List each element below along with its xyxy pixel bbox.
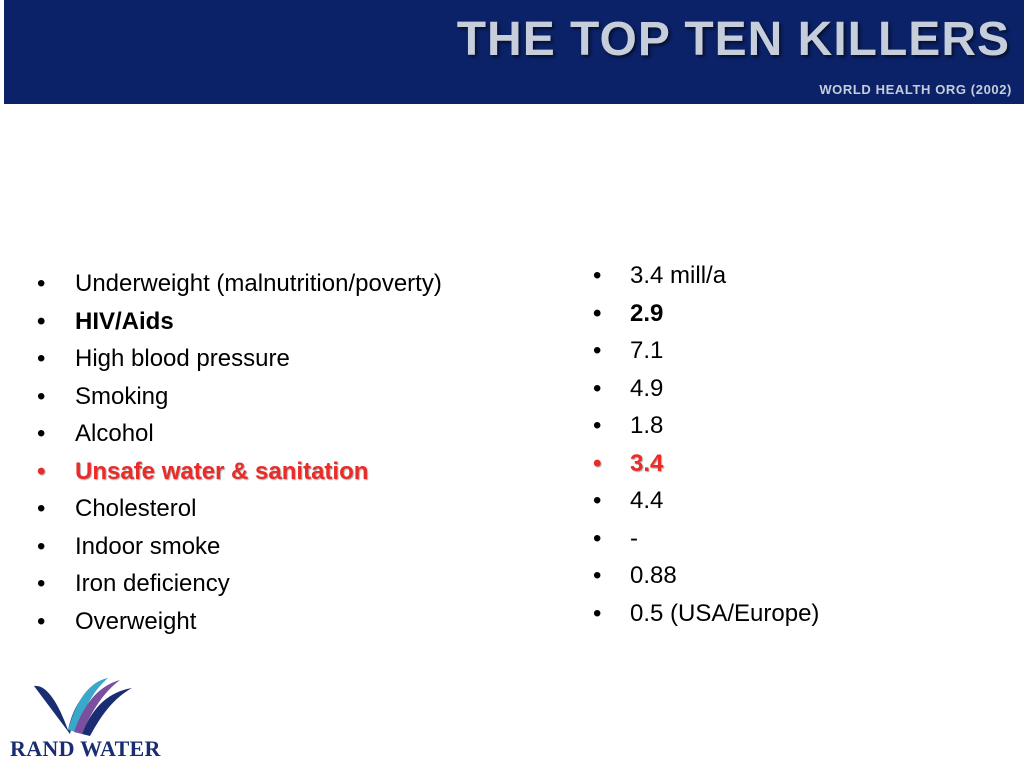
killer-label: Cholesterol bbox=[75, 495, 197, 522]
bullet: • bbox=[593, 599, 602, 627]
logo-text: RAND WATER bbox=[10, 736, 161, 761]
bullet: • bbox=[37, 420, 46, 447]
death-value: 4.9 bbox=[630, 374, 664, 402]
death-value: 0.88 bbox=[630, 562, 677, 589]
bullet: • bbox=[593, 262, 602, 289]
death-value: - bbox=[630, 524, 638, 552]
death-value-item: • 3.4 bbox=[590, 445, 819, 483]
killer-item: • Iron deficiency bbox=[34, 565, 442, 603]
killer-label: Smoking bbox=[75, 382, 169, 410]
bullet: • bbox=[593, 374, 602, 402]
death-value-item: • 2.9 bbox=[590, 295, 819, 333]
killer-label: Unsafe water & sanitation bbox=[75, 457, 369, 485]
bullet: • bbox=[37, 495, 46, 522]
death-value-item: • 4.4 bbox=[590, 482, 819, 520]
killer-label: Overweight bbox=[75, 607, 197, 635]
death-value: 2.9 bbox=[630, 299, 664, 327]
death-value: 3.4 mill/a bbox=[630, 262, 727, 289]
death-value: 3.4 bbox=[630, 449, 664, 477]
killer-item: • Smoking bbox=[34, 378, 442, 416]
slide-subtitle: WORLD HEALTH ORG (2002) bbox=[819, 82, 1012, 97]
death-value: 4.4 bbox=[630, 487, 664, 514]
death-value: 0.5 (USA/Europe) bbox=[630, 599, 820, 627]
bullet: • bbox=[593, 449, 602, 477]
title-banner: THE TOP TEN KILLERS WORLD HEALTH ORG (20… bbox=[4, 0, 1024, 104]
killer-label: Indoor smoke bbox=[75, 532, 221, 560]
bullet: • bbox=[593, 487, 602, 514]
death-value: 7.1 bbox=[630, 337, 664, 364]
killer-item: • Alcohol bbox=[34, 415, 442, 453]
bullet: • bbox=[37, 382, 46, 410]
killer-label: Alcohol bbox=[75, 420, 154, 447]
killer-label: Iron deficiency bbox=[75, 570, 230, 597]
bullet: • bbox=[37, 532, 46, 560]
bullet: • bbox=[593, 337, 602, 364]
bullet: • bbox=[37, 345, 46, 372]
death-value-item: • 3.4 mill/a bbox=[590, 257, 819, 295]
bullet: • bbox=[593, 412, 602, 439]
deaths-list: • 3.4 mill/a • 2.9 • 7.1 • 4.9 • 1.8 • 3.4 • 4.… bbox=[590, 257, 819, 632]
killer-label: HIV/Aids bbox=[75, 307, 174, 335]
death-value-item: • 1.8 bbox=[590, 407, 819, 445]
bullet: • bbox=[37, 570, 46, 597]
killer-item: • Overweight bbox=[34, 603, 442, 641]
bullet: • bbox=[37, 607, 46, 635]
bullet: • bbox=[37, 307, 46, 335]
killer-item: • Underweight (malnutrition/poverty) bbox=[34, 265, 442, 303]
death-value-item: • - bbox=[590, 520, 819, 558]
rand-water-logo: RAND WATER bbox=[6, 672, 166, 768]
bullet: • bbox=[593, 562, 602, 589]
bullet: • bbox=[593, 299, 602, 327]
killer-item: • HIV/Aids bbox=[34, 303, 442, 341]
rand-water-wave-icon bbox=[34, 678, 132, 736]
bullet: • bbox=[37, 270, 46, 297]
death-value-item: • 4.9 bbox=[590, 370, 819, 408]
death-value-item: • 7.1 bbox=[590, 332, 819, 370]
death-value-item: • 0.88 bbox=[590, 557, 819, 595]
killer-label: High blood pressure bbox=[75, 345, 290, 372]
bullet: • bbox=[593, 524, 602, 552]
killer-item: • Cholesterol bbox=[34, 490, 442, 528]
death-value: 1.8 bbox=[630, 412, 664, 439]
killer-item: • Indoor smoke bbox=[34, 528, 442, 566]
bullet: • bbox=[37, 457, 46, 485]
slide-title: THE TOP TEN KILLERS bbox=[456, 13, 1010, 66]
killers-list: • Underweight (malnutrition/poverty) • HIV… bbox=[34, 265, 442, 640]
killer-label: Underweight (malnutrition/poverty) bbox=[75, 270, 442, 297]
death-value-item: • 0.5 (USA/Europe) bbox=[590, 595, 819, 633]
killer-item: • High blood pressure bbox=[34, 340, 442, 378]
killer-item: • Unsafe water & sanitation bbox=[34, 453, 442, 491]
